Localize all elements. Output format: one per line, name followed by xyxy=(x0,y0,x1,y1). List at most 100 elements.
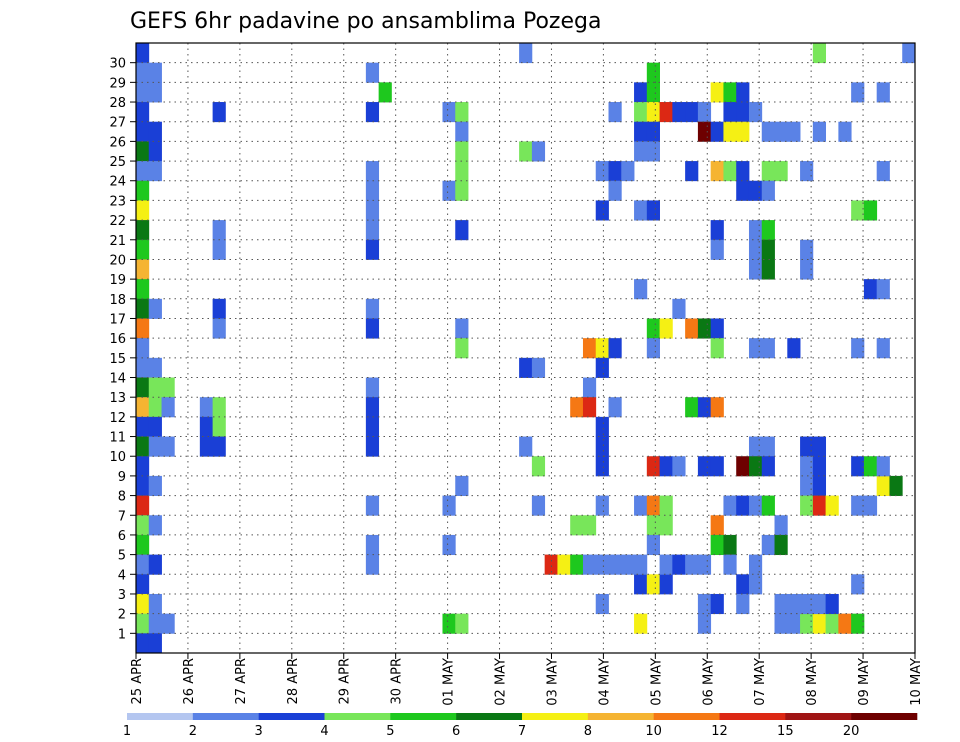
data-cell xyxy=(595,357,609,378)
data-cell xyxy=(659,495,673,516)
data-cell xyxy=(800,475,814,496)
data-cell xyxy=(697,318,712,339)
data-cell xyxy=(455,161,469,182)
data-cell xyxy=(634,554,648,575)
data-cell xyxy=(736,82,750,103)
y-tick-label: 28 xyxy=(109,96,126,111)
data-cell xyxy=(889,475,903,496)
data-cell xyxy=(595,161,609,182)
data-cell xyxy=(136,613,150,634)
colorbar-label: 10 xyxy=(645,724,662,739)
data-cell xyxy=(646,318,660,339)
data-cell xyxy=(748,554,763,575)
y-tick-label: 30 xyxy=(109,57,126,72)
data-cell xyxy=(212,239,226,260)
data-cell xyxy=(748,338,763,359)
data-cell xyxy=(710,338,724,359)
data-cell xyxy=(455,338,469,359)
data-cell xyxy=(710,593,724,615)
data-cell xyxy=(851,82,865,103)
colorbar-swatch xyxy=(653,713,720,720)
data-cell xyxy=(697,102,712,123)
data-cell xyxy=(365,180,380,201)
chart-grid xyxy=(136,43,915,653)
data-cell xyxy=(161,613,175,634)
data-cell xyxy=(148,141,162,162)
data-cell xyxy=(212,436,226,457)
colorbar-swatch xyxy=(456,713,523,720)
data-cell xyxy=(608,338,622,359)
data-cell xyxy=(136,495,150,516)
data-cell xyxy=(800,259,814,280)
data-cell xyxy=(761,436,775,457)
data-cell xyxy=(442,180,456,201)
data-cell xyxy=(710,121,724,142)
data-cell xyxy=(365,436,380,457)
data-cell xyxy=(876,161,890,182)
data-cell xyxy=(748,436,763,457)
data-cell xyxy=(608,554,622,575)
colorbar-swatch xyxy=(324,713,391,720)
data-cell xyxy=(455,121,469,142)
data-cell xyxy=(812,456,827,477)
data-cell xyxy=(800,593,814,615)
data-cell xyxy=(748,456,763,477)
y-tick-label: 19 xyxy=(109,273,126,288)
colorbar-label: 1 xyxy=(123,724,131,739)
data-cell xyxy=(148,416,162,437)
data-cell xyxy=(148,62,162,83)
data-cell xyxy=(800,613,814,634)
y-tick-label: 29 xyxy=(109,76,126,91)
y-tick-label: 10 xyxy=(109,450,126,465)
y-tick-label: 1 xyxy=(118,627,126,642)
data-cell xyxy=(570,397,584,418)
data-cell xyxy=(825,495,839,516)
data-cell xyxy=(736,102,750,123)
data-cell xyxy=(136,82,150,103)
x-tick-label: 07 MAY xyxy=(753,658,768,706)
data-cell xyxy=(136,416,150,437)
data-cell xyxy=(136,534,150,556)
data-cell xyxy=(736,495,750,516)
data-cell xyxy=(136,515,150,536)
colorbar-label: 2 xyxy=(189,724,197,739)
data-cell xyxy=(812,495,827,516)
data-cell xyxy=(442,534,456,556)
y-tick-label: 27 xyxy=(109,116,126,131)
y-tick-label: 3 xyxy=(118,588,126,603)
data-cell xyxy=(812,593,827,615)
data-cell xyxy=(608,161,622,182)
data-cell xyxy=(761,259,775,280)
data-cell xyxy=(136,259,150,280)
data-cell xyxy=(531,456,546,477)
x-tick-label: 02 MAY xyxy=(494,658,509,706)
data-cell xyxy=(646,495,660,516)
data-cell xyxy=(723,161,737,182)
data-cell xyxy=(136,279,150,300)
x-tick-label: 30 APR xyxy=(390,658,405,704)
data-cell xyxy=(365,161,380,182)
data-cell xyxy=(136,102,150,123)
data-cell xyxy=(365,220,380,241)
data-cell xyxy=(736,161,750,182)
data-cell xyxy=(148,82,162,103)
x-tick-label: 09 MAY xyxy=(857,658,872,706)
data-cell xyxy=(608,397,622,418)
y-tick-label: 22 xyxy=(109,214,126,229)
data-cell xyxy=(672,554,686,575)
data-cell xyxy=(736,574,750,595)
data-cell xyxy=(455,475,469,496)
data-cell xyxy=(442,495,456,516)
data-cell xyxy=(748,495,763,516)
data-cell xyxy=(136,633,150,654)
data-cell xyxy=(761,495,775,516)
data-cell xyxy=(774,515,788,536)
data-cell xyxy=(595,338,609,359)
data-cell xyxy=(646,515,660,536)
data-cell xyxy=(365,200,380,221)
colorbar-swatch xyxy=(587,713,654,720)
data-cell xyxy=(136,180,150,201)
data-cell xyxy=(685,102,699,123)
data-cell xyxy=(710,456,724,477)
data-cell xyxy=(136,377,150,398)
